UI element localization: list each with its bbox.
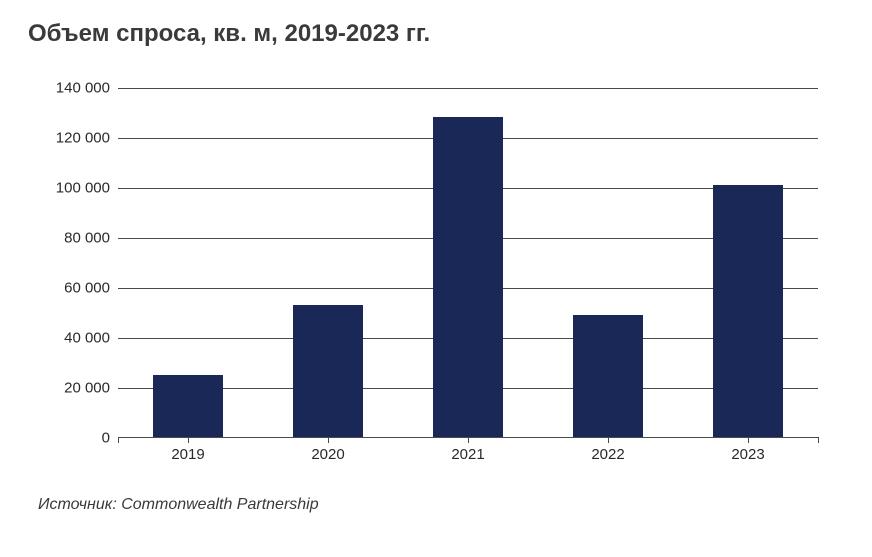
x-axis-label: 2020 [258, 446, 398, 463]
x-tick [748, 437, 749, 443]
y-axis-label: 20 000 [30, 380, 110, 397]
plot-area [118, 88, 818, 438]
y-axis-label: 60 000 [30, 280, 110, 297]
y-axis-label: 120 000 [30, 130, 110, 147]
x-tick [188, 437, 189, 443]
chart-area: 020 00040 00060 00080 000100 000120 0001… [38, 78, 838, 478]
bar-2022 [573, 315, 643, 438]
y-axis-label: 40 000 [30, 330, 110, 347]
y-axis-label: 140 000 [30, 80, 110, 97]
x-tick [468, 437, 469, 443]
bar-2023 [713, 185, 783, 438]
grid-line [118, 88, 818, 89]
x-axis-label: 2021 [398, 446, 538, 463]
bar-2020 [293, 305, 363, 438]
source-name: Commonwealth Partnership [121, 496, 318, 513]
chart-title: Объем спроса, кв. м, 2019-2023 гг. [28, 20, 844, 48]
bar-2021 [433, 117, 503, 437]
y-axis-label: 100 000 [30, 180, 110, 197]
y-axis-label: 80 000 [30, 230, 110, 247]
x-tick [818, 437, 819, 443]
x-tick [118, 437, 119, 443]
source-prefix: Источник: [38, 496, 121, 513]
bar-2019 [153, 375, 223, 438]
chart-container: Объем спроса, кв. м, 2019-2023 гг. 020 0… [0, 0, 872, 557]
x-axis-label: 2023 [678, 446, 818, 463]
y-axis-label: 0 [30, 430, 110, 447]
x-tick [608, 437, 609, 443]
x-tick [328, 437, 329, 443]
x-axis-label: 2019 [118, 446, 258, 463]
chart-source: Источник: Commonwealth Partnership [38, 496, 844, 514]
x-axis-label: 2022 [538, 446, 678, 463]
